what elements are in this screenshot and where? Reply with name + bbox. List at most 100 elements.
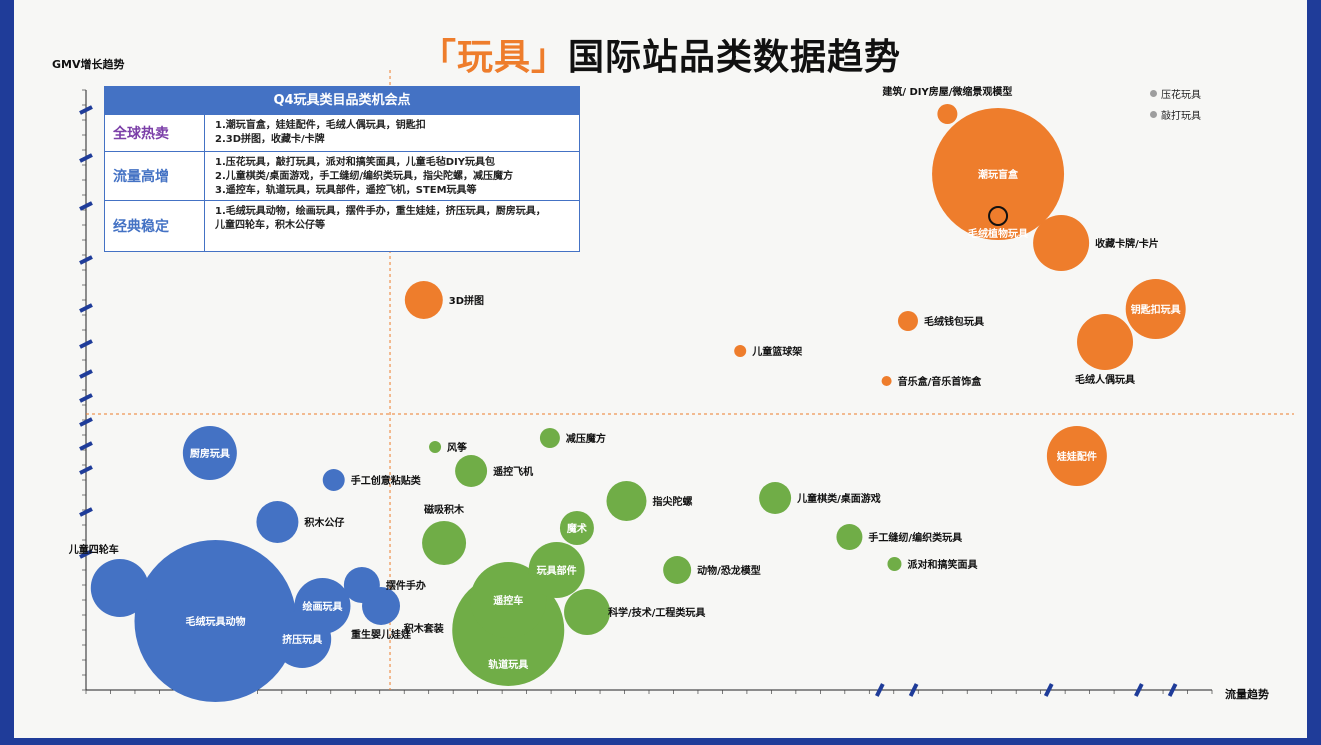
- opportunity-line: 2.3D拼图，收藏卡/卡牌: [215, 134, 325, 145]
- bubble-label: 魔术: [567, 522, 587, 535]
- x-axis-break-mark: [1043, 683, 1054, 697]
- bubble: [134, 540, 297, 702]
- bubble: [1077, 314, 1134, 370]
- bubble-label: 积木套装: [404, 622, 444, 635]
- bubble-label: 风筝: [447, 441, 467, 454]
- bubble: [539, 428, 560, 448]
- bubble: [256, 501, 299, 543]
- bubble: [559, 511, 594, 545]
- bubble-label: 减压魔方: [566, 432, 606, 445]
- y-axis-break-mark: [79, 549, 93, 559]
- bubble-label: 儿童篮球架: [751, 345, 802, 358]
- x-axis-break-mark: [1167, 683, 1178, 697]
- bubble-outline: [988, 206, 1009, 226]
- y-axis-break-mark: [79, 153, 93, 163]
- bubble: [429, 441, 442, 453]
- opportunity-line: 3.遥控车，轨道玩具，玩具部件，遥控飞机，STEM玩具等: [215, 185, 477, 196]
- legend-item: 敲打玩具: [1150, 107, 1201, 122]
- bubble: [759, 482, 792, 514]
- opportunity-row-text: 1.压花玩具，敲打玩具，派对和搞笑面具，儿童毛毡DIY玩具包 2.儿童棋类/桌面…: [205, 152, 579, 200]
- y-axis-label: GMV增长趋势: [52, 58, 125, 71]
- x-axis-break-mark: [908, 683, 919, 697]
- bubble-label: 钥匙扣玩具: [1131, 303, 1181, 316]
- bubble: [182, 426, 237, 480]
- bubble: [887, 557, 902, 571]
- bubble-label: 手工缝纫/编织类玩具: [868, 531, 962, 544]
- bubble: [1125, 279, 1186, 339]
- bubble: [455, 455, 488, 487]
- bubble-label: 3D拼图: [449, 294, 484, 307]
- bubble: [470, 562, 547, 638]
- x-axis-break-mark: [875, 683, 885, 697]
- bubble-label: 音乐盒/音乐首饰盒: [898, 375, 983, 388]
- bubble-label: 遥控车: [493, 594, 523, 607]
- x-axis-break-mark: [1134, 683, 1144, 697]
- bubble: [528, 542, 585, 598]
- bubble-label: 建筑/ DIY房屋/微缩景观模型: [881, 85, 1012, 98]
- bubble-label: 毛绒钱包玩具: [924, 315, 984, 328]
- bubble-label: 积木公仔: [304, 516, 344, 529]
- bubble-label: 厨房玩具: [190, 447, 230, 460]
- bubble-label: 玩具部件: [537, 564, 577, 577]
- title-accent: 「玩具」: [419, 37, 568, 78]
- legend-dot-icon: [1150, 111, 1157, 118]
- bubble: [343, 567, 380, 603]
- opportunity-row-label: 经典稳定: [105, 201, 205, 251]
- slide-canvas: 「玩具」国际站品类数据趋势 GMV增长趋势 流量趋势 毛绒玩具动物 潮玩盲盒 轨道玩…: [14, 0, 1307, 738]
- bubble-label: 轨道玩具: [488, 658, 528, 671]
- bubble-label: 磁吸积木: [424, 503, 465, 516]
- bubble: [404, 281, 443, 319]
- bubble-label: 重生婴儿娃娃: [351, 628, 411, 641]
- bubble-label: 潮玩盲盒: [978, 168, 1019, 181]
- bubble-label: 绘画玩具: [302, 600, 342, 613]
- opportunity-line: 1.毛绒玩具动物，绘画玩具，摆件手办，重生娃娃，挤压玩具，厨房玩具，: [215, 206, 546, 217]
- bubble-label: 毛绒植物玩具: [968, 227, 1028, 240]
- bubble-label: 收藏卡牌/卡片: [1095, 237, 1159, 250]
- bubble: [989, 207, 1008, 225]
- bubble: [294, 578, 351, 634]
- opportunity-box: Q4玩具类目品类机会点 全球热卖 1.潮玩盲盒，娃娃配件，毛绒人偶玩具，钥匙扣 …: [104, 86, 580, 252]
- bubble-label: 儿童四轮车: [68, 543, 119, 556]
- legend-dot-icon: [1150, 90, 1157, 97]
- y-axis-break-mark: [79, 339, 93, 349]
- bubble-label: 挤压玩具: [282, 633, 322, 646]
- y-axis-break-mark: [79, 303, 93, 313]
- bubble-label: 派对和搞笑面具: [907, 558, 977, 571]
- y-axis-break-mark: [79, 105, 93, 115]
- bubble-label: 娃娃配件: [1056, 450, 1097, 463]
- opportunity-row-text: 1.潮玩盲盒，娃娃配件，毛绒人偶玩具，钥匙扣 2.3D拼图，收藏卡/卡牌: [205, 115, 579, 151]
- opportunity-row-text: 1.毛绒玩具动物，绘画玩具，摆件手办，重生娃娃，挤压玩具，厨房玩具， 儿童四轮车…: [205, 201, 579, 251]
- opportunity-line: 1.潮玩盲盒，娃娃配件，毛绒人偶玩具，钥匙扣: [215, 120, 426, 131]
- y-axis-break-mark: [79, 201, 93, 211]
- legend-item: 压花玩具: [1150, 86, 1201, 101]
- bubble: [734, 345, 747, 357]
- bubble: [897, 311, 918, 331]
- y-axis-break-mark: [79, 417, 93, 427]
- opportunity-row-traffic: 流量高增 1.压花玩具，敲打玩具，派对和搞笑面具，儿童毛毡DIY玩具包 2.儿童…: [105, 151, 579, 200]
- legend-label: 压花玩具: [1161, 90, 1201, 101]
- opportunity-line: 儿童四轮车，积木公仔等: [215, 220, 325, 231]
- bubble: [663, 556, 692, 584]
- y-axis-break-mark: [79, 441, 93, 451]
- y-axis-break-mark: [79, 393, 93, 403]
- opportunity-row-label: 流量高增: [105, 152, 205, 200]
- bubble: [932, 108, 1065, 240]
- bubble: [836, 524, 863, 550]
- opportunity-line: 2.儿童棋类/桌面游戏，手工缝纫/编织类玩具，指尖陀螺，减压魔方: [215, 171, 514, 182]
- bubble: [1046, 426, 1107, 486]
- bubble-label: 手工创意粘贴类: [351, 474, 421, 487]
- y-axis-break-mark: [79, 255, 93, 265]
- bubble: [937, 104, 958, 124]
- opportunity-line: 1.压花玩具，敲打玩具，派对和搞笑面具，儿童毛毡DIY玩具包: [215, 157, 496, 168]
- bubble-label: 遥控飞机: [493, 465, 533, 478]
- bubble-label: 科学/技术/工程类玩具: [608, 606, 705, 619]
- opportunity-row-stable: 经典稳定 1.毛绒玩具动物，绘画玩具，摆件手办，重生娃娃，挤压玩具，厨房玩具， …: [105, 200, 579, 251]
- y-axis-break-mark: [79, 507, 93, 517]
- title-main: 国际站品类数据趋势: [568, 37, 902, 78]
- chart-legend: 压花玩具 敲打玩具: [1150, 86, 1201, 128]
- y-axis-break-mark: [79, 369, 93, 379]
- opportunity-box-heading: Q4玩具类目品类机会点: [105, 87, 579, 114]
- page-title: 「玩具」国际站品类数据趋势: [14, 28, 1307, 80]
- bubble-label: 毛绒人偶玩具: [1075, 373, 1135, 386]
- bubble: [322, 469, 345, 491]
